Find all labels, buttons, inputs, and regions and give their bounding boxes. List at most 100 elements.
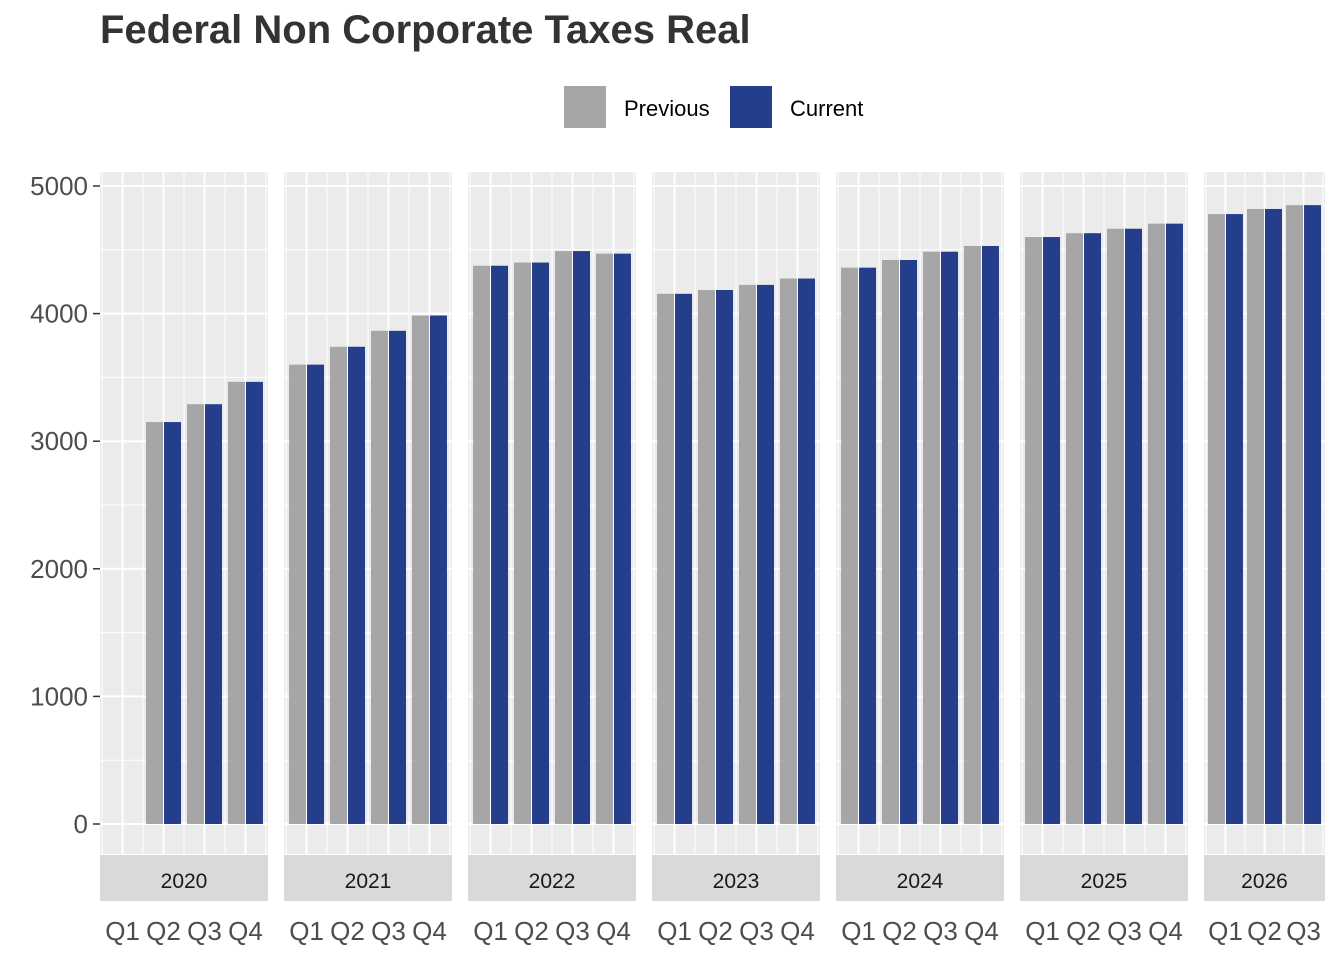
y-tick-label-3000: 3000	[30, 426, 88, 456]
x-tick-label-2025-Q1: Q1	[1025, 916, 1060, 946]
strip-label-2020: 2020	[161, 870, 208, 893]
x-tick-label-2024-Q3: Q3	[923, 916, 958, 946]
y-tick-label-0: 0	[74, 809, 88, 839]
bar-previous-2024-Q1	[841, 267, 859, 824]
bar-previous-2022-Q3	[554, 251, 572, 825]
x-tick-label-2020-Q1: Q1	[105, 916, 140, 946]
x-tick-label-2025-Q2: Q2	[1066, 916, 1101, 946]
bar-previous-2026-Q2	[1247, 208, 1264, 824]
x-tick-label-2021-Q4: Q4	[412, 916, 447, 946]
bar-previous-2021-Q1	[289, 364, 307, 824]
bar-previous-2024-Q2	[882, 260, 900, 824]
legend-swatch-current	[730, 86, 772, 128]
x-tick-label-2020-Q2: Q2	[146, 916, 181, 946]
bar-current-2020-Q3	[204, 404, 222, 824]
y-tick-label-1000: 1000	[30, 681, 88, 711]
x-tick-label-2022-Q3: Q3	[555, 916, 590, 946]
strip-label-2021: 2021	[345, 870, 392, 893]
bar-current-2022-Q1	[491, 265, 509, 824]
bar-current-2024-Q1	[859, 267, 877, 824]
legend-label-current: Current	[790, 96, 864, 121]
bar-current-2023-Q2	[716, 289, 734, 824]
x-tick-label-2023-Q1: Q1	[657, 916, 692, 946]
y-tick-label-4000: 4000	[30, 299, 88, 329]
bar-previous-2022-Q2	[514, 262, 532, 824]
legend-swatch-previous	[564, 86, 606, 128]
bar-current-2024-Q2	[900, 260, 918, 824]
x-tick-label-2023-Q3: Q3	[739, 916, 774, 946]
bar-current-2022-Q2	[532, 262, 550, 824]
bar-previous-2026-Q1	[1207, 214, 1225, 824]
bar-previous-2025-Q4	[1147, 223, 1165, 825]
bar-previous-2023-Q1	[657, 293, 675, 824]
bar-previous-2024-Q3	[922, 251, 940, 825]
bar-current-2020-Q4	[245, 381, 263, 824]
x-tick-label-2022-Q4: Q4	[596, 916, 631, 946]
strip-label-2023: 2023	[713, 870, 760, 893]
x-tick-label-2024-Q1: Q1	[841, 916, 876, 946]
x-tick-label-2024-Q2: Q2	[882, 916, 917, 946]
bar-current-2025-Q2	[1084, 233, 1102, 824]
strip-label-2024: 2024	[897, 870, 944, 893]
bar-current-2024-Q4	[981, 245, 999, 825]
bar-current-2023-Q3	[756, 284, 774, 824]
x-tick-label-2022-Q2: Q2	[514, 916, 549, 946]
strip-2026	[1204, 855, 1325, 901]
x-tick-label-2021-Q3: Q3	[371, 916, 406, 946]
bar-current-2020-Q2	[164, 422, 182, 824]
bar-previous-2023-Q4	[779, 278, 797, 824]
bar-current-2026-Q2	[1265, 208, 1282, 824]
strip-2024	[836, 855, 1004, 901]
strip-2025	[1020, 855, 1188, 901]
bar-previous-2026-Q3	[1286, 205, 1304, 824]
bar-current-2026-Q3	[1304, 205, 1322, 824]
x-tick-label-2021-Q2: Q2	[330, 916, 365, 946]
bar-previous-2023-Q3	[738, 284, 756, 824]
bar-previous-2021-Q3	[370, 330, 388, 824]
bar-previous-2024-Q4	[963, 245, 981, 825]
x-tick-label-2024-Q4: Q4	[964, 916, 999, 946]
bar-current-2026-Q1	[1225, 214, 1243, 824]
x-tick-label-2020-Q3: Q3	[187, 916, 222, 946]
bar-current-2021-Q1	[307, 364, 325, 824]
legend: Previous Current	[0, 84, 1344, 130]
strip-label-2026: 2026	[1241, 870, 1288, 893]
x-tick-label-2025-Q3: Q3	[1107, 916, 1142, 946]
bar-current-2022-Q3	[572, 251, 590, 825]
x-tick-label-2020-Q4: Q4	[228, 916, 263, 946]
bar-current-2025-Q4	[1165, 223, 1183, 825]
bar-current-2021-Q4	[429, 315, 447, 824]
bar-current-2024-Q3	[940, 251, 958, 825]
bar-previous-2021-Q4	[411, 315, 429, 824]
x-tick-label-2021-Q1: Q1	[289, 916, 324, 946]
bar-current-2021-Q3	[388, 330, 406, 824]
bar-current-2025-Q3	[1124, 228, 1142, 825]
x-tick-label-2026-Q3: Q3	[1286, 916, 1321, 946]
bar-previous-2020-Q4	[227, 381, 245, 824]
bar-previous-2020-Q2	[146, 422, 164, 824]
x-tick-label-2026-Q2: Q2	[1247, 916, 1282, 946]
bar-previous-2022-Q4	[595, 253, 613, 825]
bar-previous-2025-Q3	[1106, 228, 1124, 825]
bar-current-2023-Q1	[675, 293, 693, 824]
y-tick-label-2000: 2000	[30, 554, 88, 584]
bar-previous-2025-Q2	[1066, 233, 1084, 824]
bar-previous-2020-Q3	[186, 404, 204, 824]
strip-2022	[468, 855, 636, 901]
bar-previous-2023-Q2	[698, 289, 716, 824]
chart-title: Federal Non Corporate Taxes Real	[100, 8, 751, 52]
bar-previous-2021-Q2	[330, 346, 348, 824]
strip-2023	[652, 855, 820, 901]
strip-2020	[100, 855, 268, 901]
strip-2021	[284, 855, 452, 901]
strip-label-2022: 2022	[529, 870, 576, 893]
x-tick-label-2022-Q1: Q1	[473, 916, 508, 946]
bar-current-2023-Q4	[797, 278, 815, 824]
x-tick-label-2023-Q4: Q4	[780, 916, 815, 946]
y-tick-label-5000: 5000	[30, 171, 88, 201]
strip-label-2025: 2025	[1081, 870, 1128, 893]
x-tick-label-2025-Q4: Q4	[1148, 916, 1183, 946]
bar-current-2021-Q2	[348, 346, 366, 824]
bar-current-2022-Q4	[613, 253, 631, 825]
